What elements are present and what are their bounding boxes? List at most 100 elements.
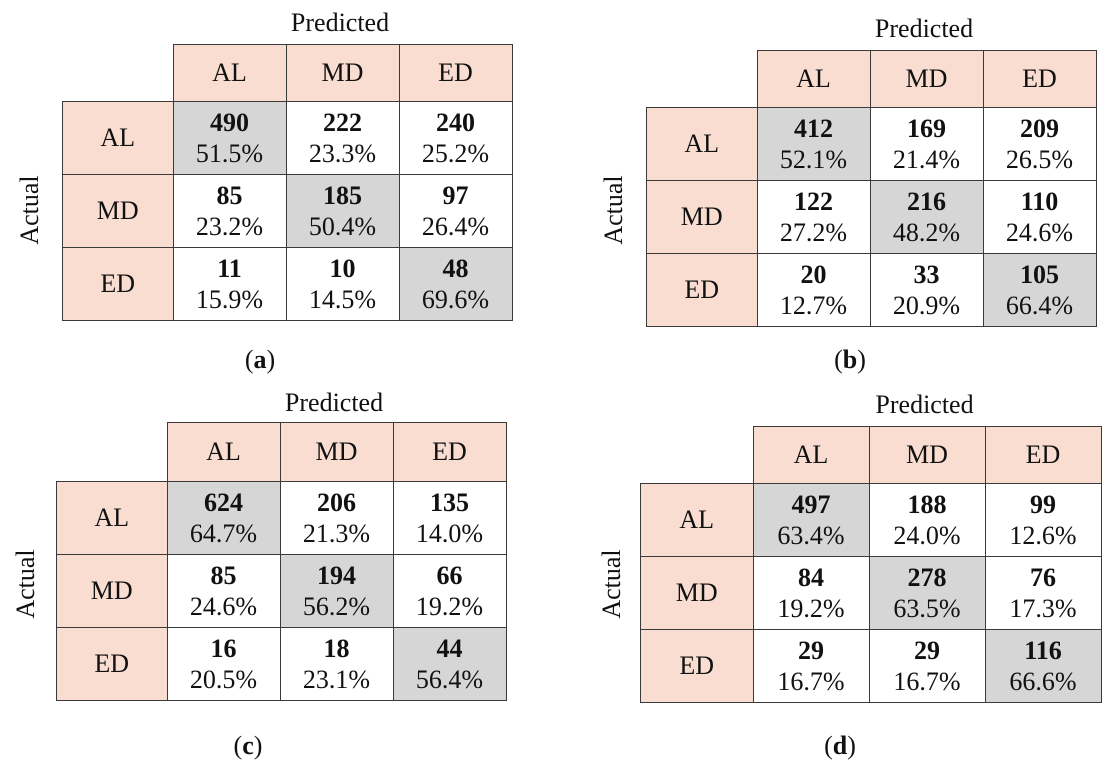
matrix-corner [647,51,758,108]
matrix-row: MD 85 23.2% 185 50.4% 97 26.4% [62,174,513,248]
matrix-row: AL 497 63.4% 188 24.0% 99 12.6% [640,483,1102,557]
matrix-row: MD 85 24.6% 194 56.2% 66 19.2% [56,554,507,628]
matrix-cell: 66 19.2% [392,554,507,628]
cell-percent: 14.5% [308,285,377,314]
cell-percent: 19.2% [777,594,845,623]
actual-axis-label: Actual [15,175,44,245]
actual-class-header: ED [62,247,174,321]
cell-percent: 16.7% [777,667,845,696]
cell-count: 278 [907,562,947,592]
cell-percent: 16.7% [893,667,961,696]
matrix-cell: 206 21.3% [279,481,394,555]
predicted-class-header: ED [398,44,513,102]
confusion-matrix-table: AL MD ED AL 624 64.7% 206 21.3% 135 14.0% MD 85 24.6… [56,422,507,701]
cell-count: 76 [1030,562,1056,592]
matrix-cell: 97 26.4% [398,174,513,248]
cell-percent: 24.6% [189,592,258,621]
cell-percent: 27.2% [779,218,848,247]
actual-axis-label: Actual [597,549,626,619]
predicted-class-header: MD [869,50,984,108]
matrix-row: ED 11 15.9% 10 14.5% 48 69.6% [62,247,513,321]
matrix-cell: 29 16.7% [752,629,870,703]
cell-count: 110 [1020,186,1059,216]
actual-class-header: ED [56,627,168,701]
predicted-axis-label: Predicted [874,14,974,43]
panel-caption: (d) [824,731,856,760]
cell-percent: 52.1% [779,145,848,174]
predicted-class-header: AL [756,50,871,108]
cell-percent: 26.4% [421,212,490,241]
matrix-row: AL 624 64.7% 206 21.3% 135 14.0% [56,481,507,555]
matrix-cell: 209 26.5% [982,107,1097,181]
cell-percent: 64.7% [189,519,258,548]
predicted-class-header: MD [868,426,986,484]
cell-count: 18 [323,633,350,663]
matrix-corner [63,45,174,102]
cell-count: 412 [794,113,833,143]
cell-count: 10 [329,253,356,283]
cell-count: 240 [436,107,475,137]
cell-percent: 24.6% [1005,218,1074,247]
cell-percent: 25.2% [421,139,490,168]
matrix-row: AL 490 51.5% 222 23.3% 240 25.2% [62,101,513,175]
matrix-header-row: AL MD ED [647,50,1097,108]
matrix-cell: 33 20.9% [869,253,984,327]
matrix-row: MD 84 19.2% 278 63.5% 76 17.3% [640,556,1102,630]
matrix-row: MD 122 27.2% 216 48.2% 110 24.6% [646,180,1097,254]
confusion-matrix-table: AL MD ED AL 412 52.1% 169 21.4% 209 26.5% MD 122 27.… [646,50,1097,327]
actual-class-header: ED [640,629,754,703]
matrix-cell: 194 56.2% [279,554,394,628]
panel-caption: (c) [233,731,263,760]
matrix-cell: 20 12.7% [756,253,871,327]
cell-count: 48 [442,253,469,283]
matrix-cell: 76 17.3% [984,556,1102,630]
matrix-cell: 110 24.6% [982,180,1097,254]
matrix-cell: 122 27.2% [756,180,871,254]
matrix-cell: 135 14.0% [392,481,507,555]
cell-percent: 63.4% [777,521,845,550]
matrix-header-row: AL MD ED [57,422,507,482]
actual-class-header: AL [56,481,168,555]
matrix-cell: 278 63.5% [868,556,986,630]
confusion-matrix-panel-a: Predicted AL MD ED AL 490 51.5% 222 23.3% 240 25.2… [0,0,540,384]
matrix-cell: 11 15.9% [172,247,287,321]
cell-count: 490 [210,107,249,137]
cell-percent: 17.3% [1009,594,1077,623]
cell-count: 11 [217,253,242,283]
cell-count: 85 [210,560,237,590]
predicted-axis-label: Predicted [284,388,384,417]
cell-percent: 63.5% [893,594,961,623]
matrix-cell: 48 69.6% [398,247,513,321]
cell-count: 29 [914,635,940,665]
cell-count: 16 [210,633,237,663]
cell-percent: 26.5% [1005,145,1074,174]
actual-class-header: MD [646,180,758,254]
cell-count: 20 [800,259,827,289]
confusion-matrix-table: AL MD ED AL 497 63.4% 188 24.0% 99 12.6% MD 84 19.2%… [640,426,1102,703]
cell-count: 624 [204,487,243,517]
matrix-header-row: AL MD ED [63,44,513,102]
panel-caption: (a) [244,345,276,374]
predicted-class-header: ED [982,50,1097,108]
matrix-cell: 84 19.2% [752,556,870,630]
cell-percent: 56.2% [302,592,371,621]
cell-count: 222 [323,107,362,137]
cell-percent: 21.3% [302,519,371,548]
cell-count: 216 [907,186,946,216]
cell-count: 135 [430,487,469,517]
cell-count: 122 [794,186,833,216]
actual-class-header: MD [640,556,754,630]
matrix-row: ED 20 12.7% 33 20.9% 105 66.4% [646,253,1097,327]
matrix-cell: 240 25.2% [398,101,513,175]
cell-percent: 12.7% [779,291,848,320]
predicted-axis-label: Predicted [290,8,390,37]
cell-count: 116 [1024,635,1062,665]
matrix-corner [641,427,754,484]
cell-percent: 50.4% [308,212,377,241]
matrix-cell: 105 66.4% [982,253,1097,327]
cell-percent: 24.0% [893,521,961,550]
predicted-class-header: ED [392,422,507,482]
cell-count: 209 [1020,113,1059,143]
cell-percent: 21.4% [892,145,961,174]
cell-percent: 23.3% [308,139,377,168]
